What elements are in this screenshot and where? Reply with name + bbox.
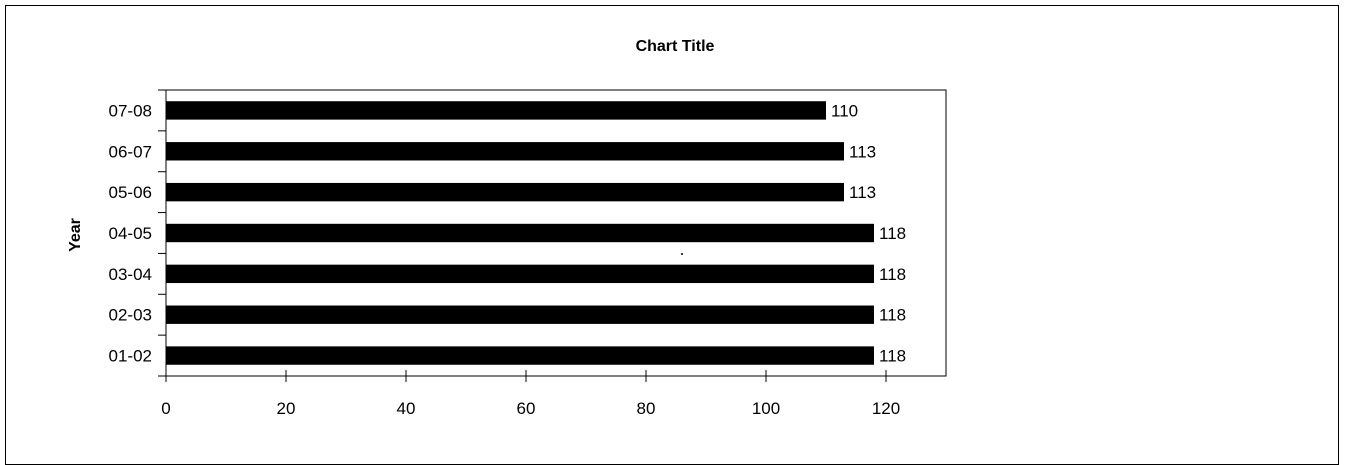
y-axis-label: Year xyxy=(67,218,84,252)
chart-title: Chart Title xyxy=(636,38,715,55)
y-tick-label-07-08: 07-08 xyxy=(109,101,152,120)
stray-dot xyxy=(681,253,683,255)
bar-03-04 xyxy=(166,264,874,284)
data-label-02-03: 118 xyxy=(879,306,906,325)
x-tick-label-40: 40 xyxy=(397,399,416,418)
y-tick-label-01-02: 01-02 xyxy=(109,347,152,366)
bar-05-06 xyxy=(166,182,844,202)
data-label-01-02: 118 xyxy=(879,347,906,366)
x-tick-label-80: 80 xyxy=(637,399,656,418)
bar-01-02 xyxy=(166,346,874,365)
x-tick-label-20: 20 xyxy=(277,399,296,418)
x-tick-label-0: 0 xyxy=(161,399,170,418)
bar-chart: Chart Title Year 118 118 118 118 113 113 110 0… xyxy=(67,38,947,418)
data-label-04-05: 118 xyxy=(879,224,906,243)
x-tick-label-60: 60 xyxy=(517,399,536,418)
y-tick-label-02-03: 02-03 xyxy=(109,306,152,325)
data-label-03-04: 118 xyxy=(879,265,906,284)
y-tick-label-04-05: 04-05 xyxy=(109,224,152,243)
data-label-05-06: 113 xyxy=(849,183,876,202)
bar-02-03 xyxy=(166,305,874,324)
data-label-07-08: 110 xyxy=(831,101,858,120)
data-label-06-07: 113 xyxy=(849,142,876,161)
bar-04-05 xyxy=(166,223,874,243)
y-tick-label-05-06: 05-06 xyxy=(109,183,152,202)
x-tick-label-100: 100 xyxy=(752,399,780,418)
y-tick-label-06-07: 06-07 xyxy=(109,142,152,161)
bar-06-07 xyxy=(166,142,844,161)
x-tick-label-120: 120 xyxy=(872,399,900,418)
y-tick-label-03-04: 03-04 xyxy=(109,265,152,284)
bar-07-08 xyxy=(166,101,826,120)
